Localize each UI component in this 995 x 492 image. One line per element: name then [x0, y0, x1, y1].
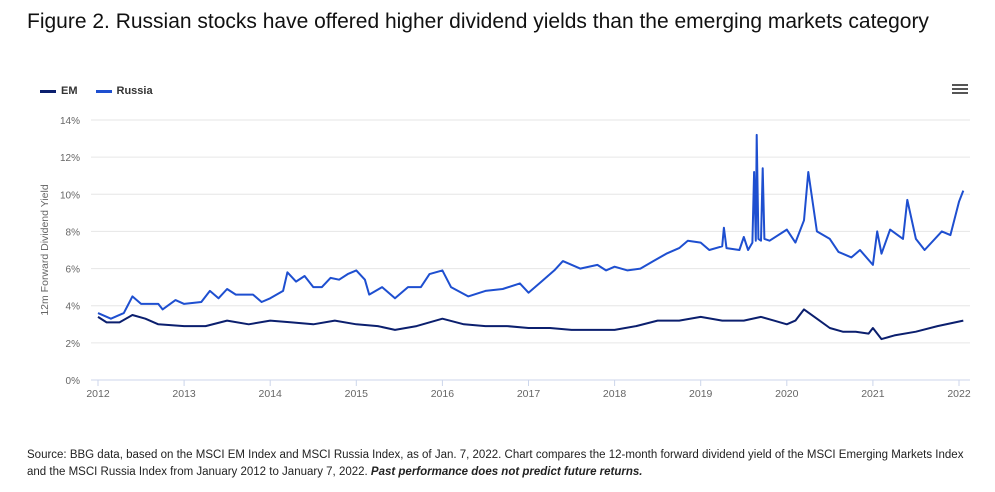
y-tick-label: 10%: [60, 190, 80, 201]
y-tick-label: 8%: [66, 227, 81, 238]
legend: EM Russia: [40, 85, 153, 97]
footnote-text: Source: BBG data, based on the MSCI EM I…: [27, 449, 964, 478]
legend-swatch-em: [40, 89, 56, 93]
y-axis-label: 12m Forward Dividend Yield: [39, 184, 51, 315]
x-tick-label: 2014: [259, 388, 283, 400]
legend-item-russia[interactable]: Russia: [95, 85, 153, 97]
x-tick-label: 2015: [345, 388, 369, 400]
series-line-em: [97, 308, 964, 341]
x-tick-label: 2019: [689, 388, 713, 400]
footnote: Source: BBG data, based on the MSCI EM I…: [27, 447, 967, 481]
x-tick-label: 2021: [861, 388, 885, 400]
y-tick-label: 6%: [66, 265, 81, 276]
legend-swatch-russia: [95, 89, 112, 93]
x-tick-label: 2022: [947, 388, 971, 400]
y-tick-label: 0%: [66, 376, 81, 387]
x-tick-label: 2018: [603, 388, 627, 400]
x-tick-label: 2020: [775, 388, 799, 400]
x-tick-label: 2012: [86, 388, 110, 400]
legend-label-russia: Russia: [116, 85, 153, 97]
y-tick-label: 14%: [60, 116, 80, 127]
legend-label-em: EM: [61, 85, 78, 97]
hamburger-menu-icon[interactable]: [952, 84, 968, 96]
y-tick-label: 2%: [66, 339, 81, 350]
y-tick-label: 4%: [66, 302, 81, 313]
x-tick-label: 2016: [431, 388, 455, 400]
chart-area: 0% 2% 4% 6% 8% 10% 12% 14% 2012 2013 2014 2015 2016 2…: [39, 116, 971, 400]
legend-item-em[interactable]: EM: [40, 85, 78, 97]
chart-title: Figure 2. Russian stocks have offered hi…: [27, 10, 929, 33]
y-tick-label: 12%: [60, 153, 80, 164]
x-tick-label: 2017: [517, 388, 541, 400]
series-line-russia: [97, 133, 965, 320]
footnote-disclaimer: Past performance does not predict future…: [370, 466, 643, 478]
x-tick-label: 2013: [172, 388, 196, 400]
